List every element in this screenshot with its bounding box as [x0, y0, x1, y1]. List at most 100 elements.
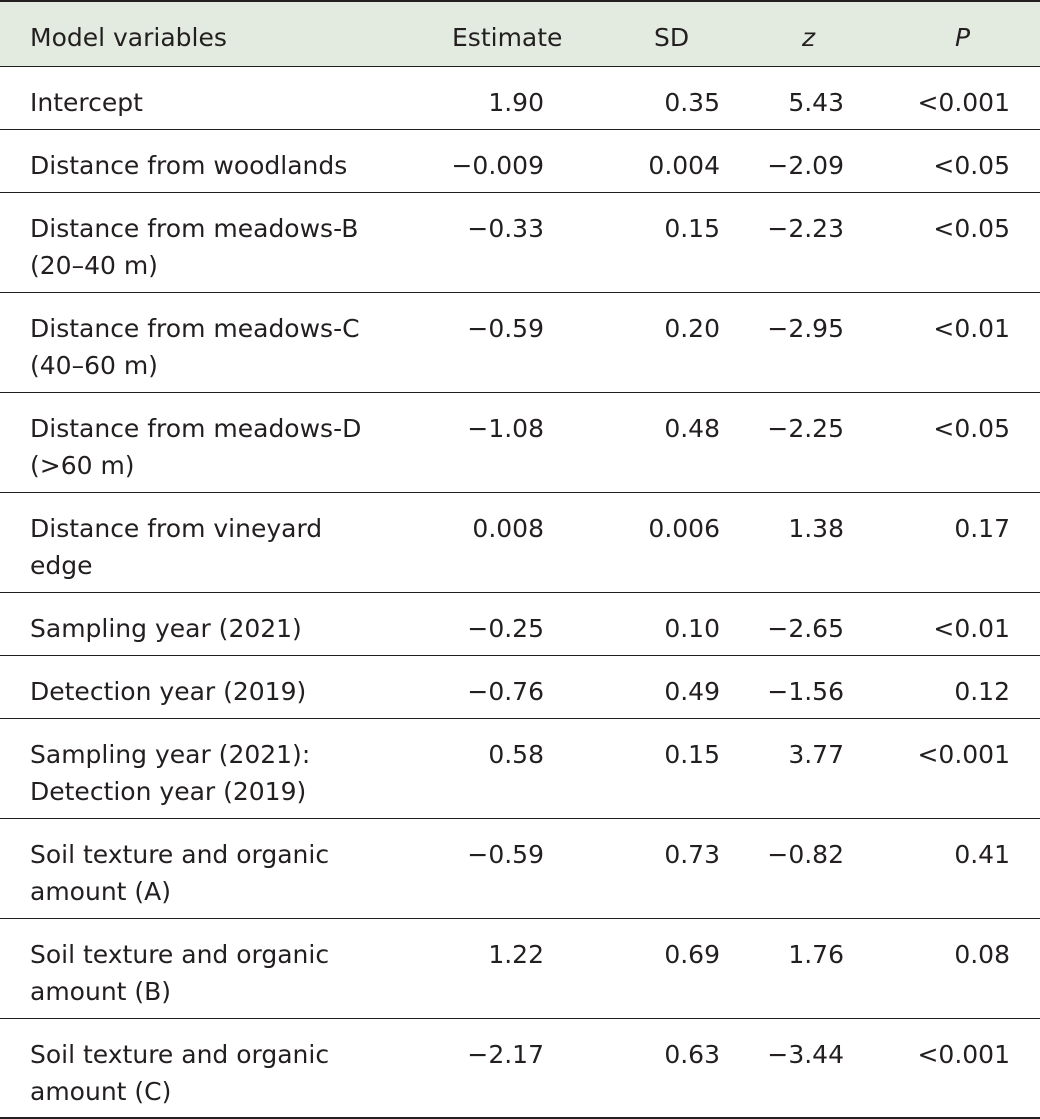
- cell-variable: Distance from vineyard edge: [30, 510, 430, 584]
- header-p: P: [955, 23, 971, 52]
- cell-estimate: 1.22: [488, 940, 544, 969]
- cell-variable-line: Distance from vineyard: [30, 514, 323, 543]
- cell-z: −0.82: [767, 840, 844, 869]
- table-body: Intercept 1.90 0.35 5.43 <0.001 Distance from…: [0, 67, 1040, 1119]
- table-row: Distance from vineyard edge 0.008 0.006 1.38…: [0, 493, 1040, 593]
- table-row: Sampling year (2021): Detection year (201…: [0, 719, 1040, 819]
- cell-variable-line: Sampling year (2021): [30, 614, 302, 643]
- cell-sd: 0.48: [664, 414, 720, 443]
- table-row: Distance from meadows-B (20–40 m) −0.33 0.1…: [0, 193, 1040, 293]
- table-row: Soil texture and organic amount (C) −2.17 0…: [0, 1019, 1040, 1119]
- table-row: Distance from meadows-D (>60 m) −1.08 0.48 −…: [0, 393, 1040, 493]
- cell-variable-line: amount (C): [30, 1077, 172, 1106]
- cell-estimate: −1.08: [467, 414, 544, 443]
- cell-estimate: −0.25: [467, 614, 544, 643]
- cell-variable-line: Distance from meadows-C: [30, 314, 360, 343]
- cell-variable-line: amount (A): [30, 877, 172, 906]
- cell-z: −2.95: [767, 314, 844, 343]
- table-row: Intercept 1.90 0.35 5.43 <0.001: [0, 67, 1040, 130]
- cell-variable-line: Soil texture and organic: [30, 1040, 330, 1069]
- cell-z: −2.65: [767, 614, 844, 643]
- table-row: Distance from meadows-C (40–60 m) −0.59 0.2…: [0, 293, 1040, 393]
- cell-variable: Intercept: [30, 84, 430, 121]
- cell-p: 0.41: [954, 840, 1010, 869]
- cell-p: <0.05: [933, 151, 1010, 180]
- cell-variable-line: amount (B): [30, 977, 172, 1006]
- cell-variable: Soil texture and organic amount (B): [30, 936, 430, 1010]
- cell-variable-line: edge: [30, 551, 93, 580]
- cell-variable-line: Detection year (2019): [30, 677, 307, 706]
- header-estimate: Estimate: [452, 23, 563, 52]
- cell-estimate: 0.58: [488, 740, 544, 769]
- cell-variable-line: (40–60 m): [30, 351, 158, 380]
- cell-p: <0.05: [933, 214, 1010, 243]
- cell-z: 5.43: [788, 88, 844, 117]
- cell-sd: 0.004: [648, 151, 720, 180]
- cell-variable-line: Sampling year (2021):: [30, 740, 311, 769]
- cell-variable-line: Distance from woodlands: [30, 151, 348, 180]
- cell-p: <0.05: [933, 414, 1010, 443]
- cell-p: 0.08: [954, 940, 1010, 969]
- cell-variable-line: Distance from meadows-D: [30, 414, 362, 443]
- cell-z: −2.25: [767, 414, 844, 443]
- cell-estimate: −0.33: [467, 214, 544, 243]
- table-row: Soil texture and organic amount (A) −0.59 0…: [0, 819, 1040, 919]
- cell-variable: Soil texture and organic amount (C): [30, 1036, 430, 1110]
- cell-estimate: −0.009: [451, 151, 544, 180]
- cell-z: −3.44: [767, 1040, 844, 1069]
- cell-sd: 0.63: [664, 1040, 720, 1069]
- cell-sd: 0.73: [664, 840, 720, 869]
- header-sd: SD: [654, 23, 690, 52]
- cell-variable-line: Detection year (2019): [30, 777, 307, 806]
- cell-z: −2.09: [767, 151, 844, 180]
- cell-variable: Sampling year (2021): [30, 610, 430, 647]
- header-z: z: [802, 23, 816, 52]
- cell-variable: Detection year (2019): [30, 673, 430, 710]
- cell-sd: 0.006: [648, 514, 720, 543]
- cell-variable-line: (>60 m): [30, 451, 135, 480]
- cell-estimate: −2.17: [467, 1040, 544, 1069]
- cell-z: 3.77: [788, 740, 844, 769]
- cell-estimate: −0.76: [467, 677, 544, 706]
- cell-z: 1.76: [788, 940, 844, 969]
- table-row: Detection year (2019) −0.76 0.49 −1.56 0.12: [0, 656, 1040, 719]
- cell-sd: 0.35: [664, 88, 720, 117]
- cell-sd: 0.20: [664, 314, 720, 343]
- cell-p: <0.01: [933, 314, 1010, 343]
- table-header-row: Model variables Estimate SD z P: [0, 0, 1040, 67]
- cell-sd: 0.69: [664, 940, 720, 969]
- table-row: Distance from woodlands −0.009 0.004 −2.09 <…: [0, 130, 1040, 193]
- cell-variable: Distance from meadows-C (40–60 m): [30, 310, 430, 384]
- cell-sd: 0.49: [664, 677, 720, 706]
- cell-variable-line: Soil texture and organic: [30, 840, 330, 869]
- cell-variable-line: Distance from meadows-B: [30, 214, 359, 243]
- cell-estimate: 1.90: [488, 88, 544, 117]
- cell-p: <0.001: [917, 1040, 1010, 1069]
- cell-p: 0.17: [954, 514, 1010, 543]
- cell-variable: Distance from woodlands: [30, 147, 430, 184]
- cell-z: 1.38: [788, 514, 844, 543]
- cell-sd: 0.10: [664, 614, 720, 643]
- cell-estimate: −0.59: [467, 840, 544, 869]
- cell-p: <0.001: [917, 88, 1010, 117]
- cell-p: <0.01: [933, 614, 1010, 643]
- cell-variable-line: Intercept: [30, 88, 143, 117]
- cell-variable: Soil texture and organic amount (A): [30, 836, 430, 910]
- cell-variable: Sampling year (2021): Detection year (201…: [30, 736, 430, 810]
- cell-variable: Distance from meadows-B (20–40 m): [30, 210, 430, 284]
- cell-z: −2.23: [767, 214, 844, 243]
- cell-z: −1.56: [767, 677, 844, 706]
- cell-sd: 0.15: [664, 214, 720, 243]
- cell-estimate: 0.008: [472, 514, 544, 543]
- cell-variable: Distance from meadows-D (>60 m): [30, 410, 430, 484]
- cell-estimate: −0.59: [467, 314, 544, 343]
- table-row: Soil texture and organic amount (B) 1.22 0.…: [0, 919, 1040, 1019]
- cell-variable-line: (20–40 m): [30, 251, 158, 280]
- cell-p: <0.001: [917, 740, 1010, 769]
- cell-variable-line: Soil texture and organic: [30, 940, 330, 969]
- cell-p: 0.12: [954, 677, 1010, 706]
- cell-sd: 0.15: [664, 740, 720, 769]
- header-model-variables: Model variables: [30, 23, 227, 52]
- table-row: Sampling year (2021) −0.25 0.10 −2.65 <0.01: [0, 593, 1040, 656]
